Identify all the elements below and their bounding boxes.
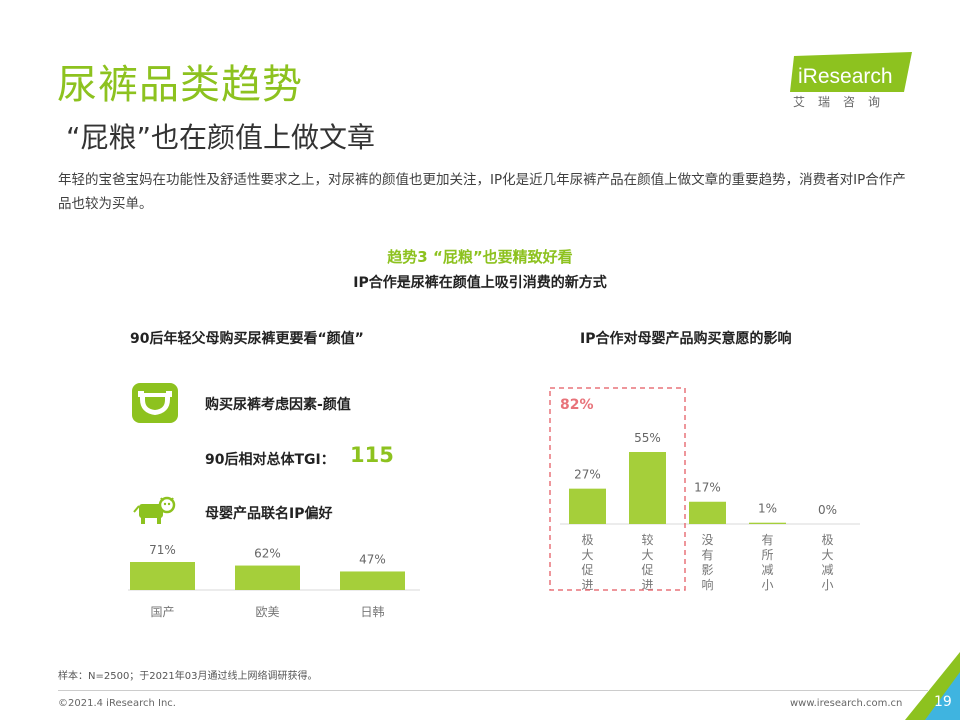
right-bar-3 xyxy=(749,522,786,524)
logo-subtitle: 艾瑞咨询 xyxy=(793,95,894,109)
footer-divider xyxy=(58,690,928,691)
tgi-value: 115 xyxy=(350,443,394,467)
right-category-1-char-0: 较 xyxy=(641,532,653,547)
right-category-2-char-1: 有 xyxy=(701,548,713,562)
tgi-label: 90后相对总体TGI： xyxy=(205,452,335,468)
right-category-3-char-3: 小 xyxy=(761,578,773,592)
right-category-1-char-2: 促 xyxy=(641,563,653,577)
right-category-2-char-3: 响 xyxy=(701,577,713,592)
right-category-0-char-1: 大 xyxy=(581,548,593,562)
left-panel-title: 90后年轻父母购买尿裤更要看“颜值” xyxy=(130,331,364,347)
right-category-4-char-1: 大 xyxy=(821,548,833,562)
right-category-4-char-0: 极 xyxy=(821,533,833,547)
right-category-3-char-2: 减 xyxy=(761,563,773,577)
right-bar-1 xyxy=(629,452,666,524)
factor-label: 购买尿裤考虑因素-颜值 xyxy=(205,397,351,413)
right-bar-label-3: 1% xyxy=(758,502,777,516)
right-category-0-char-0: 极 xyxy=(581,533,593,547)
intro-text: 年轻的宝爸宝妈在功能性及舒适性要求之上，对尿裤的颜值也更加关注，IP化是近几年尿… xyxy=(58,172,906,212)
right-category-1-char-3: 进 xyxy=(641,578,653,592)
right-category-3-char-0: 有 xyxy=(761,533,773,547)
iresearch-logo: iResearch xyxy=(790,52,912,92)
left-bar-2 xyxy=(340,571,405,590)
right-category-2-char-2: 影 xyxy=(701,563,713,577)
highlight-box xyxy=(549,387,686,591)
page-title: 尿裤品类趋势 xyxy=(57,62,303,108)
right-category-0-char-2: 促 xyxy=(581,563,593,577)
left-bar-1 xyxy=(235,565,300,590)
highlight-label: 82% xyxy=(560,397,594,413)
sample-note: 样本：N=2500；于2021年03月通过线上网络调研获得。 xyxy=(58,671,318,682)
page-subtitle: “屁粮”也在颜值上做文章 xyxy=(66,121,376,154)
page-number: 19 xyxy=(934,694,952,710)
right-category-1-char-1: 大 xyxy=(641,548,653,562)
left-category-0: 国产 xyxy=(150,605,174,619)
trend-title: 趋势3 “屁粮”也要精致好看 xyxy=(387,248,573,266)
website-link[interactable]: www.iresearch.com.cn xyxy=(790,698,903,709)
logo-text: iResearch xyxy=(798,65,893,88)
right-category-4-char-2: 减 xyxy=(821,563,833,577)
trend-subtitle: IP合作是尿裤在颜值上吸引消费的新方式 xyxy=(353,275,607,291)
diaper-icon xyxy=(132,383,178,423)
right-category-4-char-3: 小 xyxy=(821,578,833,592)
right-panel-title: IP合作对母婴产品购买意愿的影响 xyxy=(580,331,792,347)
left-bar-label-0: 71% xyxy=(149,543,176,557)
right-category-2-char-0: 没 xyxy=(701,532,713,547)
pref-label: 母婴产品联名IP偏好 xyxy=(205,506,333,522)
left-category-1: 欧美 xyxy=(255,605,279,619)
right-bar-label-0: 27% xyxy=(574,468,601,482)
left-bar-label-2: 47% xyxy=(359,552,386,566)
right-bar-2 xyxy=(689,501,726,524)
left-category-2: 日韩 xyxy=(360,604,384,619)
copyright: ©2021.4 iResearch Inc. xyxy=(58,698,176,709)
right-bar-label-2: 17% xyxy=(694,481,721,495)
left-bar-label-1: 62% xyxy=(254,547,281,561)
right-bar-0 xyxy=(569,488,606,524)
right-bar-label-4: 0% xyxy=(818,503,837,517)
right-category-3-char-1: 所 xyxy=(761,548,773,562)
right-category-0-char-3: 进 xyxy=(581,578,593,592)
right-bar-label-1: 55% xyxy=(634,431,661,445)
left-bar-0 xyxy=(130,562,195,590)
cow-icon xyxy=(133,496,176,524)
